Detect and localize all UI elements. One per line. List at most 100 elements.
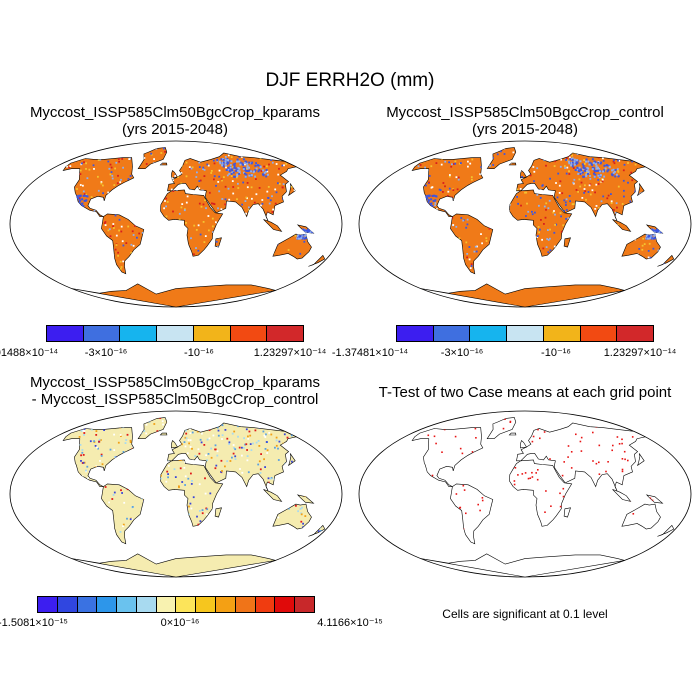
- colorbar-swatch: [216, 597, 236, 612]
- colorbar-swatch: [157, 326, 194, 341]
- colorbar-swatch: [120, 326, 158, 341]
- colorbar-swatch: [176, 597, 197, 612]
- colorbar-swatch: [617, 326, 654, 341]
- land-greenland: [486, 417, 517, 439]
- colorbar-tick-label: 0×10⁻¹⁶: [160, 617, 200, 629]
- colorbar-swatch: [255, 597, 276, 612]
- colorbar-swatch: [543, 326, 581, 341]
- land-madagascar: [563, 237, 571, 248]
- panel-1-colorbar: [46, 325, 304, 342]
- land-madagascar: [214, 237, 222, 248]
- land-europe-asia: [516, 422, 647, 492]
- land-madagascar: [563, 507, 571, 518]
- land-africa: [160, 189, 224, 257]
- colorbar-swatch: [275, 597, 296, 612]
- colorbar-tick-label: 1.23297×10⁻¹⁴: [603, 347, 677, 359]
- colorbar-swatch: [193, 326, 231, 341]
- land-antarctica: [420, 553, 625, 578]
- land-japan: [288, 453, 296, 467]
- land-indonesia: [263, 489, 283, 502]
- panel-2-colorbar-labels: -1.37481×10⁻¹⁴ -3×10⁻¹⁶ -10⁻¹⁶ 1.23297×10⁻¹…: [332, 346, 700, 362]
- land-antarctica: [71, 553, 276, 578]
- land-australia: [621, 503, 661, 530]
- land-antarctica: [420, 283, 625, 308]
- land-north-america: [411, 427, 484, 487]
- land-new-zealand: [657, 524, 675, 537]
- land-madagascar: [214, 507, 222, 518]
- land-iceland: [159, 432, 168, 436]
- colorbar-swatch: [470, 326, 508, 341]
- colorbar-tick-label: -10⁻¹⁶: [184, 347, 214, 359]
- colorbar-swatch: [83, 326, 121, 341]
- colorbar-swatch: [38, 597, 58, 612]
- land-indonesia: [612, 489, 632, 502]
- colorbar-tick-label: -10⁻¹⁶: [541, 347, 571, 359]
- panel-2-title: Myccost_ISSP585Clm50BgcCrop_control (yrs…: [350, 104, 700, 138]
- land-africa: [509, 459, 573, 527]
- panel-1-map: [9, 140, 343, 308]
- land-new-zealand: [308, 254, 326, 267]
- figure-title: DJF ERRH2O (mm): [265, 70, 435, 91]
- colorbar-swatch: [507, 326, 544, 341]
- colorbar-swatch: [267, 326, 304, 341]
- panel-2-title-line2: (yrs 2015-2048): [472, 121, 578, 138]
- land-north-america: [62, 157, 135, 217]
- land-new-guinea: [645, 494, 664, 504]
- land-britain: [520, 439, 527, 449]
- land-japan: [637, 453, 645, 467]
- colorbar-swatch: [196, 597, 217, 612]
- panel-1-title: Myccost_ISSP585Clm50BgcCrop_kparams (yrs…: [0, 104, 350, 138]
- colorbar-tick-label: 1.23297×10⁻¹⁴: [253, 347, 327, 359]
- panel-4-title-line1: T-Test of two Case means at each grid po…: [378, 384, 672, 401]
- panel-4-map: [358, 410, 692, 578]
- panel-2-colorbar: [396, 325, 654, 342]
- land-japan: [288, 183, 296, 197]
- panel-2-title-line1: Myccost_ISSP585Clm50BgcCrop_control: [386, 104, 664, 121]
- panel-3-title-line2: - Myccost_ISSP585Clm50BgcCrop_control: [31, 391, 319, 408]
- land-greenland: [137, 147, 168, 169]
- land-britain: [171, 439, 178, 449]
- land-iceland: [508, 432, 517, 436]
- colorbar-swatch: [97, 597, 118, 612]
- land-antarctica: [71, 283, 276, 308]
- colorbar-swatch: [77, 597, 98, 612]
- land-south-america: [450, 213, 494, 275]
- significance-note: Cells are significant at 0.1 level: [442, 607, 608, 621]
- land-north-america: [62, 427, 135, 487]
- colorbar-swatch: [295, 597, 314, 612]
- colorbar-tick-label: -3×10⁻¹⁶: [440, 347, 484, 359]
- colorbar-tick-label: -1.01488×10⁻¹⁴: [0, 347, 59, 359]
- colorbar-tick-label: -1.37481×10⁻¹⁴: [331, 347, 409, 359]
- land-africa: [509, 189, 573, 257]
- colorbar-swatch: [580, 326, 618, 341]
- land-south-america: [101, 213, 145, 275]
- land-japan: [637, 183, 645, 197]
- panel-3-map: [9, 410, 343, 578]
- panel-1-title-line1: Myccost_ISSP585Clm50BgcCrop_kparams: [29, 104, 321, 121]
- colorbar-tick-label: -3×10⁻¹⁶: [84, 347, 128, 359]
- land-greenland: [486, 147, 517, 169]
- colorbar-swatch: [230, 326, 268, 341]
- colorbar-swatch: [397, 326, 434, 341]
- colorbar-swatch: [433, 326, 471, 341]
- colorbar-swatch: [235, 597, 256, 612]
- colorbar-swatch: [156, 597, 177, 612]
- land-indonesia: [612, 219, 632, 232]
- panel-1-colorbar-labels: -1.01488×10⁻¹⁴ -3×10⁻¹⁶ -10⁻¹⁶ 1.23297×10⁻¹…: [0, 346, 350, 362]
- colorbar-tick-label: -1.5081×10⁻¹⁵: [0, 617, 68, 629]
- land-north-america: [411, 157, 484, 217]
- panel-1-title-line2: (yrs 2015-2048): [122, 121, 228, 138]
- panel-3-colorbar-labels: -1.5081×10⁻¹⁵ 0×10⁻¹⁶ 4.1166×10⁻¹⁵: [0, 616, 383, 632]
- colorbar-tick-label: 4.1166×10⁻¹⁵: [317, 617, 383, 629]
- land-south-america: [450, 483, 494, 545]
- panel-3-colorbar: [37, 596, 315, 613]
- colorbar-swatch: [136, 597, 157, 612]
- panel-4-title: T-Test of two Case means at each grid po…: [350, 384, 700, 401]
- panel-3-title-line1: Myccost_ISSP585Clm50BgcCrop_kparams: [29, 374, 321, 391]
- colorbar-swatch: [117, 597, 137, 612]
- colorbar-swatch: [57, 597, 78, 612]
- land-australia: [272, 503, 312, 530]
- panel-3-title: Myccost_ISSP585Clm50BgcCrop_kparams - My…: [0, 374, 350, 408]
- panel-2-map: [358, 140, 692, 308]
- colorbar-swatch: [47, 326, 84, 341]
